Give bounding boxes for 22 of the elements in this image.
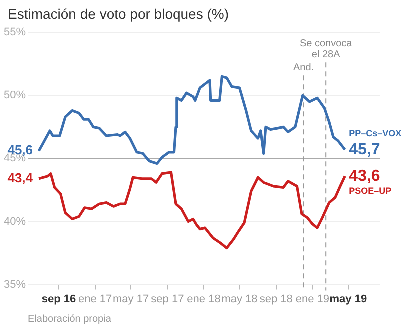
y-tick-label: 35% xyxy=(4,278,26,291)
y-tick-label: 55% xyxy=(4,26,26,39)
series-label: PSOE–UP xyxy=(349,186,392,196)
ref-line-label: And. xyxy=(293,62,314,74)
data-label: 45,7 xyxy=(349,141,380,158)
x-tick-label: ene 17 xyxy=(78,293,112,306)
x-tick-label: may 17 xyxy=(113,293,150,306)
x-tick-label: may 18 xyxy=(222,293,258,306)
x-tick-label: sep 16 xyxy=(42,293,76,306)
y-tick-label: 50% xyxy=(4,90,26,102)
x-tick-label: ene 18 xyxy=(187,293,221,306)
x-tick-label: may 19 xyxy=(330,293,368,306)
text: Elaboración propia xyxy=(28,314,112,325)
chart-title: Estimación de voto por bloques (%) xyxy=(8,6,229,22)
data-label: 43,6 xyxy=(349,168,380,185)
x-tick-label: sep 18 xyxy=(260,293,293,306)
ref-line-label: Se convoca el 28A xyxy=(300,38,353,61)
y-tick-label: 40% xyxy=(4,216,26,228)
x-tick-label: sep 17 xyxy=(151,293,184,306)
x-tick-label: ene 19 xyxy=(296,293,330,306)
data-label: 43,4 xyxy=(8,170,34,186)
series-label: PP–Cs–VOX xyxy=(349,128,402,138)
